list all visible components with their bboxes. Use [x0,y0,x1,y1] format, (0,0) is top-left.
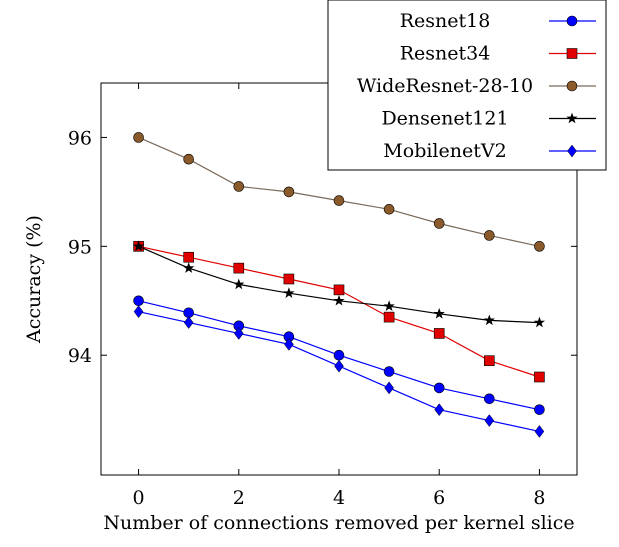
data-point-resnet18 [383,366,395,377]
data-point-wideresnet-28-10 [133,132,144,143]
legend-item-densenet121: Densenet121 [381,108,596,130]
data-point-densenet121 [233,278,245,290]
data-point-densenet121 [132,240,145,252]
data-point-wideresnet-28-10 [484,230,495,241]
data-point-densenet121 [483,314,495,326]
data-point-wideresnet-28-10 [333,195,345,206]
legend-marker-mobilenetv2 [567,144,577,158]
legend-box [327,0,607,171]
data-point-resnet34 [333,284,345,296]
data-point-densenet121 [433,307,445,319]
data-point-resnet18 [534,404,545,415]
x-tick-label: 8 [533,487,545,509]
data-point-mobilenetv2 [434,403,445,417]
x-tick-label: 6 [433,487,445,509]
legend: Resnet18 Resnet34 WideResnet-28-10 Densenet… [327,0,607,171]
series-layer [132,132,546,438]
legend-marker-resnet34 [566,48,578,59]
series-mobilenetv2 [133,305,545,438]
series-resnet18 [133,295,545,415]
y-tick-label: 94 [68,345,92,367]
series-densenet121 [132,240,546,328]
x-tick-label: 0 [133,487,145,509]
data-point-resnet34 [233,262,245,274]
data-point-mobilenetv2 [183,316,194,329]
data-point-resnet18 [133,295,144,307]
x-tick-label: 2 [233,487,245,509]
data-point-wideresnet-28-10 [534,241,545,252]
series-wideresnet-28-10 [133,132,545,252]
legend-label: MobilenetV2 [383,140,506,162]
data-point-densenet121 [183,262,195,273]
data-point-mobilenetv2 [334,359,344,373]
data-point-densenet121 [383,300,395,312]
data-point-densenet121 [333,294,345,306]
data-point-mobilenetv2 [484,414,495,427]
legend-label: WideResnet-28-10 [357,75,533,97]
data-point-resnet18 [333,349,345,361]
data-point-mobilenetv2 [384,381,394,395]
axis-ticks: 0 2 4 6 8 94 95 96 [68,83,577,509]
data-point-wideresnet-28-10 [433,218,445,229]
data-point-mobilenetv2 [534,425,545,438]
x-axis-title: Number of connections removed per kernel… [103,512,574,534]
data-point-densenet121 [533,316,546,328]
legend-item-mobilenetv2: MobilenetV2 [383,140,596,162]
legend-label: Resnet34 [400,43,491,65]
series-line-densenet121 [138,245,540,324]
legend-item-resnet18: Resnet18 [400,10,596,32]
data-point-resnet18 [433,382,445,394]
data-point-resnet18 [484,393,495,405]
legend-label: Resnet18 [400,10,491,32]
legend-item-resnet34: Resnet34 [400,43,596,65]
y-tick-label: 96 [68,127,92,149]
x-tick-label: 4 [333,487,345,509]
data-point-mobilenetv2 [284,337,294,351]
data-point-densenet121 [283,287,295,298]
data-point-wideresnet-28-10 [183,153,194,165]
y-axis-title: Accuracy (%) [23,215,45,344]
data-point-mobilenetv2 [133,305,144,319]
data-point-resnet34 [383,311,395,323]
data-point-wideresnet-28-10 [383,204,395,215]
data-point-resnet34 [283,273,295,285]
data-point-resnet34 [433,328,445,339]
legend-marker-densenet121 [566,112,578,124]
data-point-resnet34 [534,371,545,383]
data-point-wideresnet-28-10 [283,186,295,198]
data-point-resnet34 [484,355,495,366]
data-point-mobilenetv2 [233,327,244,340]
data-point-wideresnet-28-10 [233,181,245,192]
legend-item-wideresnet-28-10: WideResnet-28-10 [357,75,596,97]
legend-label: Densenet121 [381,108,508,130]
legend-marker-wideresnet-28-10 [566,80,578,92]
y-tick-label: 95 [68,236,92,258]
legend-marker-resnet18 [566,15,578,27]
data-point-resnet34 [183,251,194,263]
